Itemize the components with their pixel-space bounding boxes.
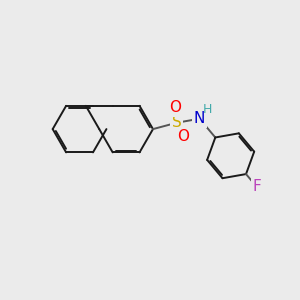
Text: H: H bbox=[203, 103, 212, 116]
Text: O: O bbox=[169, 100, 181, 116]
Text: S: S bbox=[172, 115, 182, 130]
Text: O: O bbox=[177, 129, 189, 144]
Text: N: N bbox=[194, 111, 205, 126]
Text: F: F bbox=[252, 179, 261, 194]
